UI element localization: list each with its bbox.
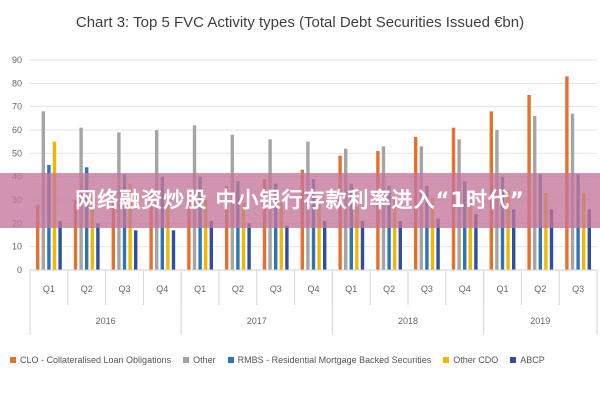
bar — [36, 204, 40, 270]
x-tick-label: Q1 — [496, 284, 508, 294]
bar — [355, 207, 359, 270]
legend-swatch — [510, 357, 517, 363]
legend-item: ABCP — [510, 355, 545, 365]
x-tick-label: Q3 — [118, 284, 130, 294]
bar — [425, 186, 429, 270]
y-tick-label: 70 — [12, 102, 22, 112]
x-tick-label: Q1 — [345, 284, 357, 294]
bar — [587, 209, 591, 270]
legend-item: RMBS - Residential Mortgage Backed Secur… — [227, 355, 432, 365]
bar — [225, 186, 229, 270]
bar — [58, 221, 62, 270]
year-label: 2017 — [247, 316, 267, 326]
bar — [506, 190, 510, 270]
bar — [166, 200, 170, 270]
bar — [549, 209, 554, 270]
bar — [323, 221, 327, 270]
bar — [171, 230, 176, 270]
year-label: 2019 — [530, 316, 550, 326]
x-tick-label: Q4 — [156, 284, 168, 294]
y-tick-label: 60 — [12, 125, 22, 135]
x-tick-label: Q2 — [383, 284, 395, 294]
year-label: 2018 — [398, 316, 418, 326]
bar — [393, 200, 397, 270]
x-tick-label: Q1 — [194, 284, 206, 294]
bar — [279, 202, 283, 270]
y-tick-label: 90 — [12, 55, 22, 65]
legend-label: ABCP — [520, 355, 545, 365]
x-tick-label: Q2 — [81, 284, 93, 294]
legend-swatch — [183, 357, 190, 363]
legend-label: Other CDO — [453, 355, 499, 365]
x-tick-label: Q4 — [307, 284, 319, 294]
bar — [134, 230, 138, 270]
bar — [317, 204, 321, 270]
legend-item: Other — [183, 355, 216, 365]
y-tick-label: 10 — [12, 242, 22, 252]
y-tick-label: 0 — [17, 265, 22, 275]
bar — [247, 223, 251, 270]
legend-label: RMBS - Residential Mortgage Backed Secur… — [237, 355, 432, 365]
chart-title: Chart 3: Top 5 FVC Activity types (Total… — [75, 14, 525, 31]
bar — [209, 221, 213, 270]
bar — [149, 193, 153, 270]
bar — [241, 202, 246, 270]
legend-item: CLO - Collateralised Loan Obligations — [10, 355, 171, 365]
x-tick-label: Q3 — [572, 284, 584, 294]
legend-label: Other — [193, 355, 216, 365]
bar — [436, 218, 440, 270]
bar — [582, 193, 586, 270]
year-label: 2016 — [96, 316, 116, 326]
x-tick-label: Q3 — [270, 284, 282, 294]
x-tick-label: Q1 — [43, 284, 55, 294]
bar — [387, 186, 391, 270]
bar — [512, 209, 516, 270]
x-tick-label: Q4 — [459, 284, 471, 294]
bar — [398, 221, 402, 270]
bar — [430, 197, 435, 270]
bar — [204, 200, 208, 270]
bar — [96, 223, 100, 270]
bar — [285, 225, 289, 270]
bar — [90, 190, 94, 270]
legend-swatch — [10, 357, 16, 363]
bar — [544, 193, 548, 270]
bar — [474, 214, 478, 270]
x-tick-label: Q3 — [421, 284, 433, 294]
bar — [73, 200, 78, 270]
x-tick-label: Q2 — [232, 284, 244, 294]
overlay-banner: 网络融资炒股 中小银行存款利率进入“1时代” — [0, 173, 600, 228]
bar — [187, 190, 191, 270]
banner-text: 网络融资炒股 中小银行存款利率进入“1时代” — [75, 188, 525, 212]
bar — [468, 200, 472, 270]
legend-swatch — [227, 357, 234, 363]
legend-label: CLO - Collateralised Loan Obligations — [20, 355, 172, 365]
bar — [111, 195, 115, 270]
y-tick-label: 50 — [12, 148, 22, 158]
legend-item: Other CDO — [443, 355, 498, 365]
legend-swatch — [443, 357, 450, 363]
bar — [360, 221, 365, 270]
x-tick-label: Q2 — [534, 284, 546, 294]
chart-legend: CLO - Collateralised Loan Obligations Oth… — [10, 352, 595, 368]
y-tick-label: 80 — [12, 78, 22, 88]
